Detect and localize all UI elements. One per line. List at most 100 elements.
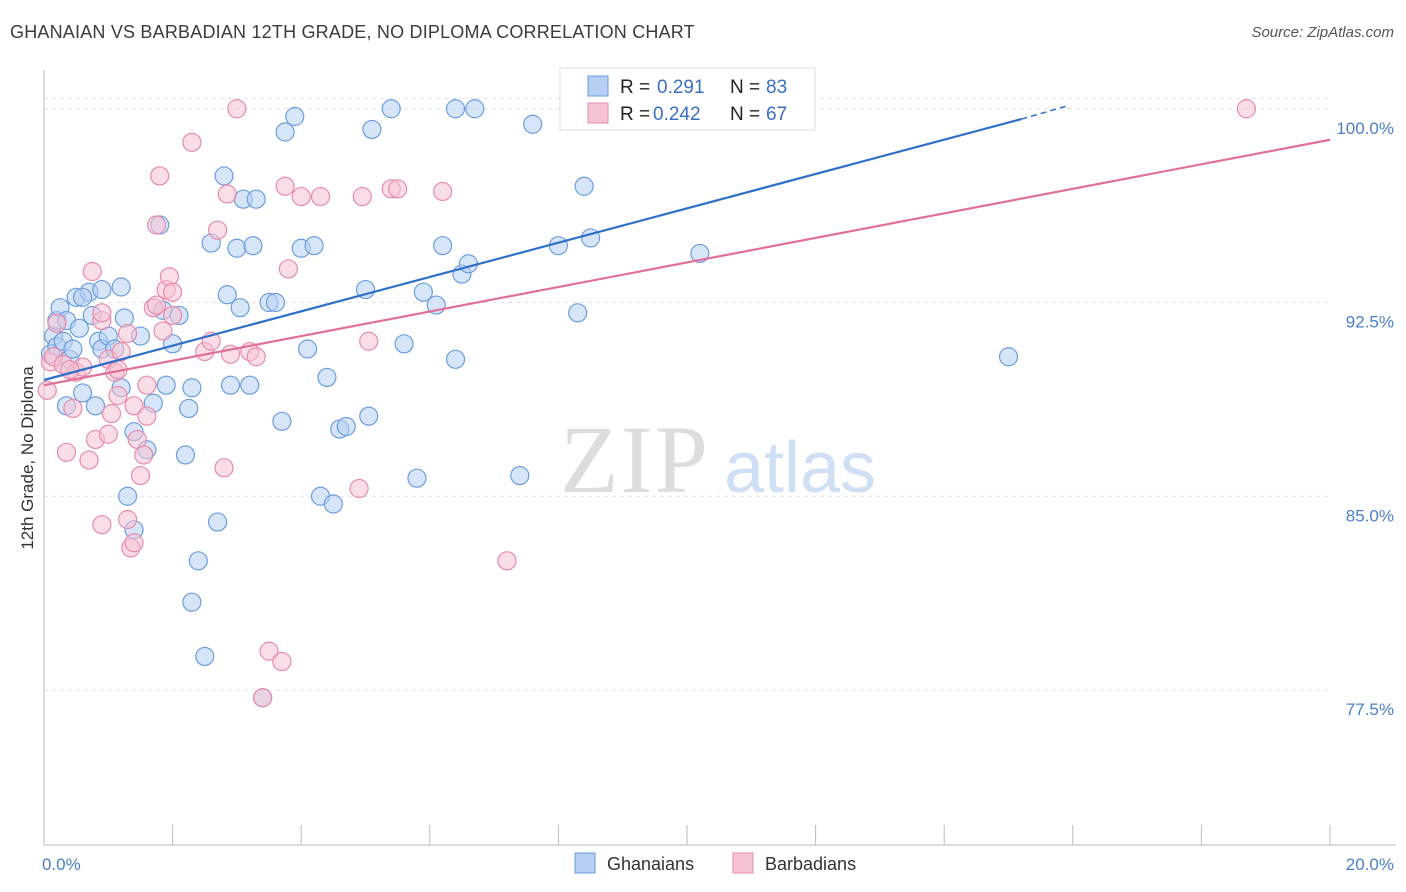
barbadian-trend-line bbox=[43, 138, 1331, 387]
ghanaian-point bbox=[568, 303, 588, 323]
ghanaian-point bbox=[574, 176, 594, 196]
ghanaian-point bbox=[182, 592, 202, 612]
bottom-legend-swatch-barbadians bbox=[732, 852, 754, 874]
barbadian-point bbox=[227, 99, 247, 119]
x-tick-labels: 0.0% 20.0% bbox=[42, 855, 1394, 874]
legend-n-label-1: N = bbox=[730, 104, 760, 125]
bottom-legend-label-ghanaians: Ghanaians bbox=[607, 854, 694, 874]
chart-source: Source: ZipAtlas.com bbox=[1251, 24, 1394, 41]
barbadian-point bbox=[150, 166, 170, 186]
barbadian-point bbox=[117, 509, 138, 530]
ghanaian-point bbox=[298, 339, 318, 359]
chart-title: GHANAIAN VS BARBADIAN 12TH GRADE, NO DIP… bbox=[10, 22, 695, 42]
ghanaians-points bbox=[40, 99, 1019, 708]
y-tick-label: 85.0% bbox=[1346, 506, 1394, 525]
barbadian-point bbox=[182, 132, 202, 152]
barbadian-point bbox=[124, 533, 144, 553]
legend-r-label-1: R = bbox=[620, 104, 650, 125]
ghanaian-point bbox=[179, 398, 199, 419]
barbadian-point bbox=[92, 515, 112, 535]
ghanaian-point bbox=[175, 445, 196, 465]
barbadian-point bbox=[310, 186, 331, 207]
ghanaian-point bbox=[265, 292, 286, 313]
ghanaian-point bbox=[156, 375, 176, 395]
barbadian-point bbox=[98, 424, 118, 444]
barbadian-point bbox=[130, 465, 151, 486]
ghanaian-point bbox=[246, 189, 266, 209]
barbadian-point bbox=[275, 176, 295, 196]
ghanaian-point bbox=[208, 512, 228, 532]
barbadian-point bbox=[388, 179, 408, 199]
barbadian-point bbox=[359, 331, 379, 351]
ghanaian-point bbox=[85, 396, 106, 416]
legend-swatch-ghanaians bbox=[587, 75, 609, 97]
barbadian-point bbox=[108, 385, 128, 406]
ghanaian-point bbox=[362, 119, 382, 140]
ghanaian-point bbox=[381, 99, 401, 119]
ghanaian-point bbox=[182, 378, 202, 398]
barbadian-point bbox=[278, 259, 298, 279]
y-tick-label: 77.5% bbox=[1346, 700, 1394, 719]
barbadian-point bbox=[253, 688, 273, 708]
barbadian-point bbox=[208, 220, 228, 240]
watermark-atlas: atlas bbox=[724, 428, 876, 508]
ghanaian-point bbox=[394, 334, 414, 354]
bottom-legend-label-barbadians: Barbadians bbox=[765, 854, 856, 874]
barbadian-point bbox=[272, 651, 292, 672]
barbadian-point bbox=[349, 478, 369, 499]
barbadian-point bbox=[433, 181, 453, 202]
barbadian-point bbox=[159, 267, 179, 287]
ghanaian-point bbox=[548, 236, 569, 256]
barbadian-point bbox=[153, 321, 173, 341]
ghanaian-point bbox=[272, 411, 292, 431]
ghanaian-point bbox=[117, 486, 138, 506]
ghanaian-point bbox=[214, 166, 234, 186]
barbadian-point bbox=[217, 184, 237, 204]
gridlines bbox=[44, 97, 1330, 691]
barbadian-point bbox=[82, 261, 102, 282]
ghanaian-point bbox=[230, 298, 250, 318]
ghanaian-point bbox=[240, 375, 260, 395]
barbadian-point bbox=[117, 323, 138, 344]
barbadian-point bbox=[63, 398, 83, 419]
barbadian-point bbox=[291, 186, 311, 207]
barbadian-point bbox=[163, 305, 183, 326]
barbadian-point bbox=[56, 442, 77, 462]
ghanaian-point bbox=[998, 347, 1019, 367]
barbadian-point bbox=[134, 445, 154, 465]
barbadian-point bbox=[79, 450, 99, 470]
barbadian-point bbox=[60, 360, 80, 380]
correlation-legend: R = 0.291 N = 83 R = 0.242 N = 67 bbox=[559, 67, 816, 131]
ghanaian-point bbox=[227, 238, 247, 258]
barbadian-point bbox=[214, 458, 234, 478]
ghanaian-point bbox=[243, 236, 263, 256]
x-tick-label-min: 0.0% bbox=[42, 855, 81, 874]
x-axis-ticks bbox=[43, 825, 1331, 845]
x-tick-label-max: 20.0% bbox=[1346, 855, 1394, 874]
ghanaian-point bbox=[317, 367, 337, 388]
ghanaian-point bbox=[285, 106, 305, 127]
ghanaian-point bbox=[220, 375, 241, 395]
trend-lines bbox=[43, 105, 1331, 387]
ghanaian-point bbox=[523, 114, 543, 134]
barbadian-point bbox=[47, 313, 67, 333]
ghanaian-point bbox=[510, 465, 530, 486]
ghanaian-point bbox=[217, 285, 237, 305]
ghanaian-point bbox=[111, 277, 131, 297]
barbadian-point bbox=[111, 341, 131, 362]
barbadian-point bbox=[146, 215, 167, 235]
ghanaian-point bbox=[336, 416, 356, 437]
legend-r-value-1: 0.242 bbox=[653, 104, 701, 125]
ghanaian-point bbox=[63, 339, 83, 359]
legend-r-value-0: 0.291 bbox=[657, 77, 705, 98]
barbadian-point bbox=[101, 403, 122, 424]
ghanaian-point bbox=[445, 349, 466, 369]
y-tick-label: 92.5% bbox=[1346, 313, 1394, 332]
y-tick-label: 100.0% bbox=[1336, 119, 1394, 138]
y-axis-label: 12th Grade, No Diploma bbox=[18, 366, 37, 550]
ghanaian-trend-extension bbox=[1021, 105, 1067, 120]
axes bbox=[43, 70, 1396, 846]
ghanaian-point bbox=[445, 99, 466, 119]
barbadian-point bbox=[163, 282, 183, 302]
watermark: ZIP atlas bbox=[560, 406, 876, 513]
